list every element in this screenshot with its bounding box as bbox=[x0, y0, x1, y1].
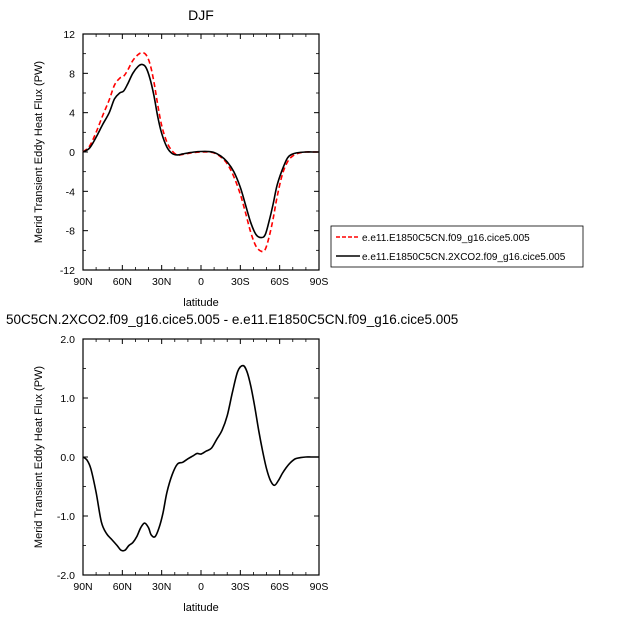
chart-top-x-tick-label: 60N bbox=[113, 276, 132, 288]
chart-bottom-y-tick-label: 1.0 bbox=[60, 393, 75, 405]
chart-bottom-plot-frame bbox=[82, 338, 320, 576]
chart-bottom-x-tick-label: 30N bbox=[152, 581, 171, 593]
chart-bottom-ticks: 90N 60N 30N 0 30S 60S 90S -2.0 -1.0 0.0 1.0 2.0 bbox=[57, 334, 328, 593]
chart-bottom-x-tick-label: 90N bbox=[73, 581, 92, 593]
chart-bottom-series-group bbox=[82, 364, 319, 552]
chart-bottom-y-tick-label: 2.0 bbox=[60, 334, 75, 346]
chart-top-y-tick-label: 0 bbox=[69, 147, 75, 159]
chart-top-ylabel: Merid Transient Eddy Heat Flux (PW) bbox=[33, 61, 45, 243]
chart-bottom-title: 50C5CN.2XCO2.f09_g16.cice5.005 - e.e11.E… bbox=[6, 312, 458, 327]
chart-top-y-tick-label: -4 bbox=[66, 186, 75, 198]
chart-top-x-tick-label: 0 bbox=[198, 276, 204, 288]
chart-top-x-tick-label: 30N bbox=[152, 276, 171, 288]
chart-top-y-tick-label: 12 bbox=[63, 29, 75, 41]
chart-bottom-y-tick-label: 0.0 bbox=[60, 452, 75, 464]
chart-top-title: DJF bbox=[188, 7, 214, 23]
chart-bottom-x-tick-label: 0 bbox=[198, 581, 204, 593]
legend-label-series-1: e.e11.E1850C5CN.f09_g16.cice5.005 bbox=[362, 233, 530, 244]
chart-top-xlabel: latitude bbox=[183, 297, 218, 309]
chart-top-series-line-1 bbox=[82, 51, 319, 253]
legend-frame bbox=[330, 225, 584, 268]
chart-bottom-ylabel: Merid Transient Eddy Heat Flux (PW) bbox=[33, 366, 45, 548]
legend-label-series-2: e.e11.E1850C5CN.2XCO2.f09_g16.cice5.005 bbox=[362, 252, 566, 263]
chart-bottom: 50C5CN.2XCO2.f09_g16.cice5.005 - e.e11.E… bbox=[6, 312, 458, 614]
chart-top-series-group bbox=[82, 51, 319, 253]
chart-bottom-x-tick-label: 30S bbox=[231, 581, 250, 593]
chart-bottom-series-line-1 bbox=[82, 364, 319, 552]
chart-top-x-tick-label: 90S bbox=[310, 276, 329, 288]
chart-bottom-x-tick-label: 60N bbox=[113, 581, 132, 593]
chart-top-legend: e.e11.E1850C5CN.f09_g16.cice5.005 e.e11.… bbox=[330, 225, 584, 268]
chart-top-y-tick-label: 4 bbox=[69, 108, 75, 120]
chart-top-series-line-2 bbox=[82, 63, 319, 239]
chart-top-x-tick-label: 60S bbox=[270, 276, 289, 288]
chart-top-x-tick-label: 30S bbox=[231, 276, 250, 288]
chart-bottom-x-tick-label: 60S bbox=[270, 581, 289, 593]
chart-bottom-y-tick-label: -2.0 bbox=[57, 570, 75, 582]
chart-top: DJF 90N 60N 30N 0 30S 60S 90S -12 -8 -4 0 4 8 12 lati… bbox=[33, 7, 584, 309]
chart-top-y-tick-label: -8 bbox=[66, 226, 75, 238]
chart-top-y-tick-label: 8 bbox=[69, 68, 75, 80]
chart-top-ticks: 90N 60N 30N 0 30S 60S 90S -12 -8 -4 0 4 8 12 bbox=[60, 29, 329, 288]
chart-bottom-x-tick-label: 90S bbox=[310, 581, 329, 593]
chart-top-x-tick-label: 90N bbox=[73, 276, 92, 288]
chart-bottom-xlabel: latitude bbox=[183, 602, 218, 614]
chart-bottom-y-tick-label: -1.0 bbox=[57, 511, 75, 523]
chart-top-y-tick-label: -12 bbox=[60, 265, 75, 277]
